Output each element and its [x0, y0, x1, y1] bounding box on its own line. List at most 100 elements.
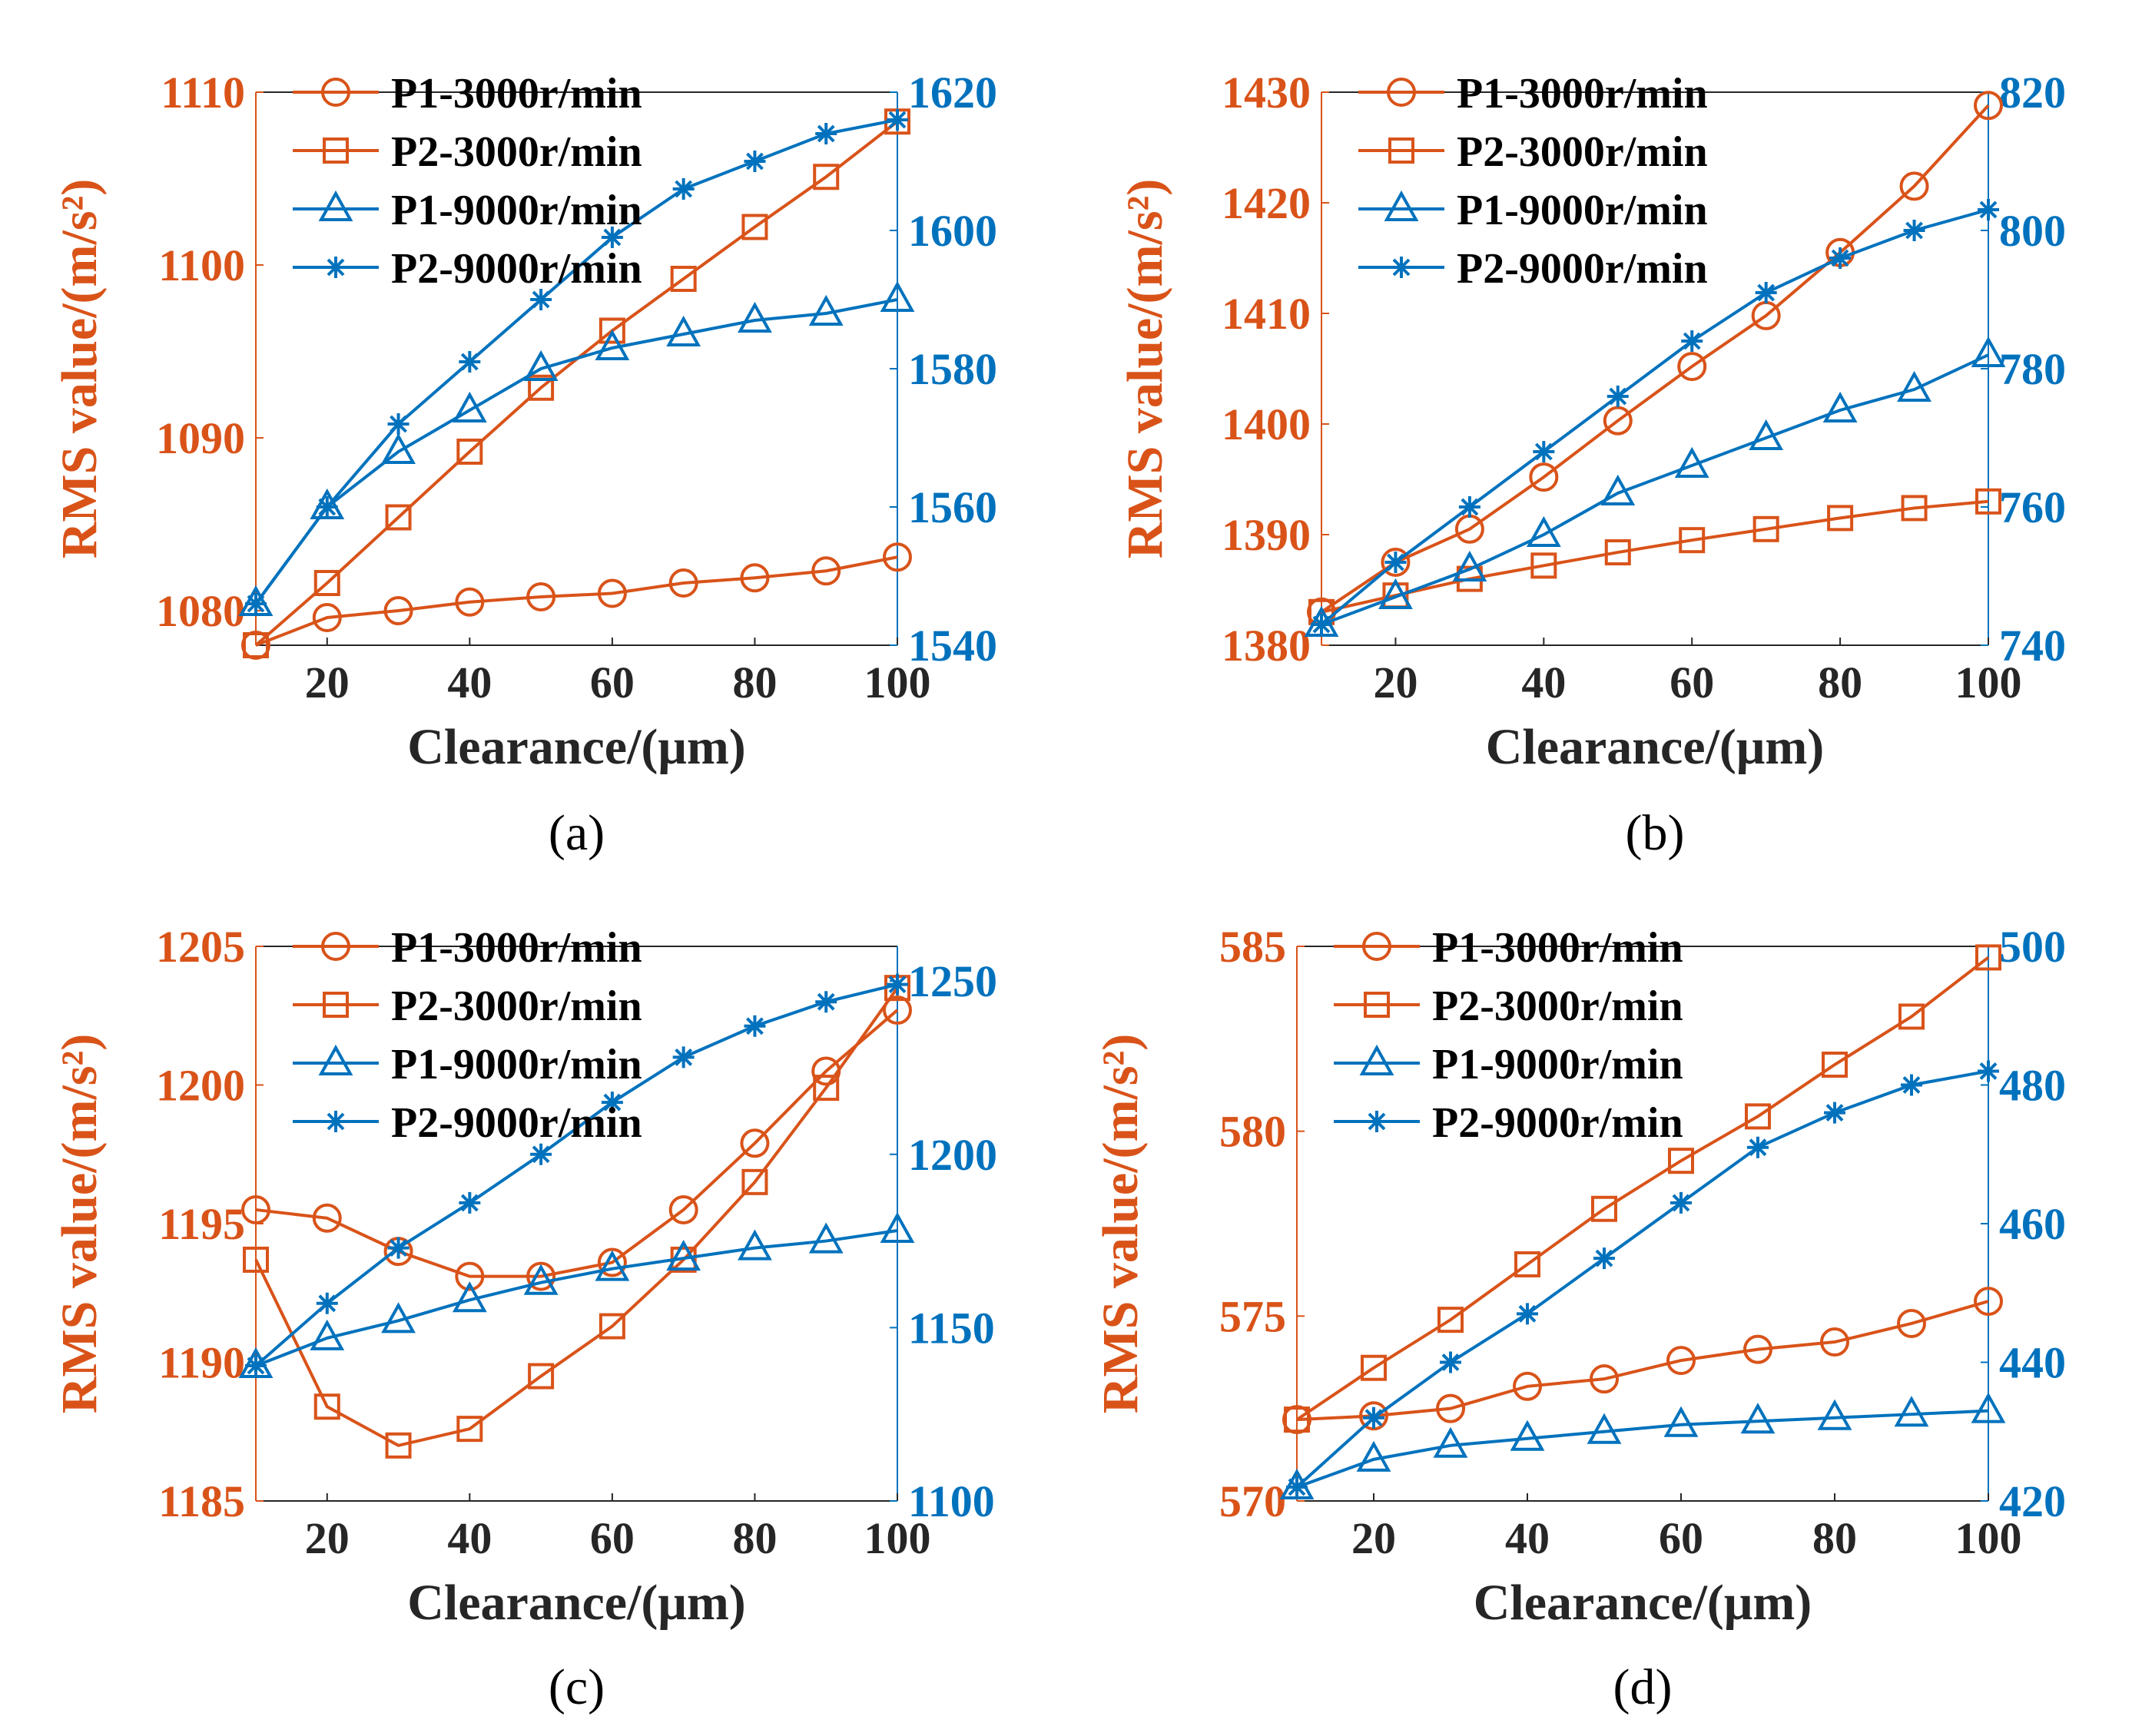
x-tick-label: 80	[1818, 658, 1862, 707]
legend-label: P2-3000r/min	[391, 128, 642, 176]
right-y-tick-label: 1560	[908, 482, 997, 532]
data-point	[530, 1143, 552, 1165]
data-point	[1971, 1392, 2006, 1423]
data-point	[815, 123, 837, 144]
right-y-tick-label: 780	[1999, 344, 2066, 394]
series-square-2	[243, 975, 910, 1459]
left-y-tick-label: 570	[1219, 1476, 1286, 1526]
data-point	[1752, 515, 1779, 542]
data-point	[1590, 1364, 1619, 1394]
legend-label: P1-3000r/min	[391, 924, 642, 972]
data-point	[1822, 1052, 1848, 1078]
left-y-tick-label: 1430	[1222, 68, 1311, 118]
data-point	[597, 1247, 627, 1277]
data-point	[1436, 1393, 1465, 1423]
series-line	[1296, 1409, 1989, 1489]
series-line	[1295, 1069, 1989, 1489]
series-star-4	[1286, 1060, 1999, 1498]
left-y-tick-label: 1190	[158, 1338, 245, 1388]
data-point	[1978, 1060, 1999, 1082]
data-point	[1663, 1406, 1699, 1437]
data-point	[313, 570, 340, 596]
x-tick-label: 80	[732, 658, 777, 707]
data-point	[1533, 441, 1555, 462]
data-point	[1824, 1102, 1845, 1124]
left-y-tick-label: 1200	[156, 1061, 245, 1111]
legend-marker	[1364, 992, 1390, 1018]
legend-marker	[325, 1111, 346, 1132]
data-point	[1901, 1074, 1922, 1096]
data-point	[1822, 391, 1858, 422]
data-point	[1971, 336, 2006, 367]
series-line	[254, 982, 898, 1367]
x-tick-label: 40	[1505, 1513, 1550, 1563]
data-point	[1677, 352, 1707, 382]
data-point	[241, 1194, 270, 1224]
data-point	[598, 317, 625, 344]
right-y-tick-label: 440	[1999, 1338, 2066, 1388]
data-point	[738, 301, 772, 333]
right-y-tick-label: 480	[1999, 1061, 2066, 1111]
data-point	[1593, 1247, 1615, 1270]
panel-label: (d)	[1613, 1659, 1673, 1715]
data-point	[1901, 495, 1928, 522]
data-point	[1978, 199, 1999, 220]
series-triangle-3	[1304, 336, 2006, 637]
x-tick-label: 100	[1955, 1513, 2022, 1563]
legend-label: P2-3000r/min	[1432, 982, 1683, 1030]
data-point	[1452, 550, 1487, 581]
data-point	[1529, 462, 1559, 492]
data-point	[813, 164, 840, 190]
data-point	[459, 1191, 481, 1214]
chart-panel-4: 20 40 60 80 100 570 575 580 585 420 440 460 480 500 Cl…	[1093, 922, 2066, 1715]
data-point	[523, 350, 559, 381]
data-point	[1898, 1003, 1925, 1030]
data-point	[740, 563, 770, 593]
data-point	[1530, 552, 1557, 579]
data-point	[1899, 171, 1929, 201]
legend-label: P1-9000r/min	[391, 1041, 642, 1088]
data-point	[1606, 386, 1629, 407]
data-point	[383, 596, 413, 625]
data-point	[601, 1092, 623, 1114]
data-point	[666, 1240, 701, 1271]
x-axis-label: Clearance/(μm)	[1486, 719, 1825, 775]
data-point	[1437, 1307, 1464, 1333]
legend-label: P1-3000r/min	[391, 70, 642, 118]
x-tick-label: 80	[732, 1513, 777, 1563]
left-y-tick-label: 1400	[1222, 399, 1311, 449]
data-point	[1743, 1334, 1772, 1364]
right-y-tick-label: 460	[1999, 1199, 2066, 1249]
y-axis-label: RMS value/(m/s²)	[1117, 179, 1173, 559]
left-y-tick-label: 1110	[161, 68, 245, 118]
right-y-tick-label: 1250	[908, 956, 997, 1006]
data-point	[1666, 1346, 1696, 1376]
data-point	[245, 1355, 267, 1377]
legend-marker	[1388, 137, 1414, 164]
legend-marker	[1362, 932, 1391, 961]
data-point	[887, 973, 908, 996]
data-point	[740, 1128, 770, 1158]
data-point	[1356, 1440, 1391, 1472]
series-line	[255, 1009, 899, 1278]
data-point	[313, 1393, 340, 1420]
data-point	[456, 439, 483, 465]
series-line	[254, 298, 898, 605]
left-y-tick-label: 1195	[158, 1199, 245, 1249]
series-line	[255, 1229, 898, 1367]
series-triangle-3	[238, 280, 915, 616]
data-point	[808, 1222, 844, 1254]
legend-marker	[1391, 257, 1412, 278]
data-point	[1747, 1136, 1769, 1158]
x-tick-label: 100	[1955, 658, 2022, 707]
legend-label: P1-9000r/min	[391, 187, 642, 234]
series-circle-1	[241, 996, 912, 1291]
data-point	[1670, 1191, 1692, 1214]
data-point	[1755, 282, 1777, 303]
data-point	[598, 1313, 625, 1340]
series-triangle-3	[1279, 1392, 2006, 1499]
data-point	[1600, 474, 1636, 505]
legend-label: P2-9000r/min	[1432, 1099, 1683, 1147]
x-tick-label: 60	[1659, 1513, 1703, 1563]
data-point	[811, 556, 841, 586]
